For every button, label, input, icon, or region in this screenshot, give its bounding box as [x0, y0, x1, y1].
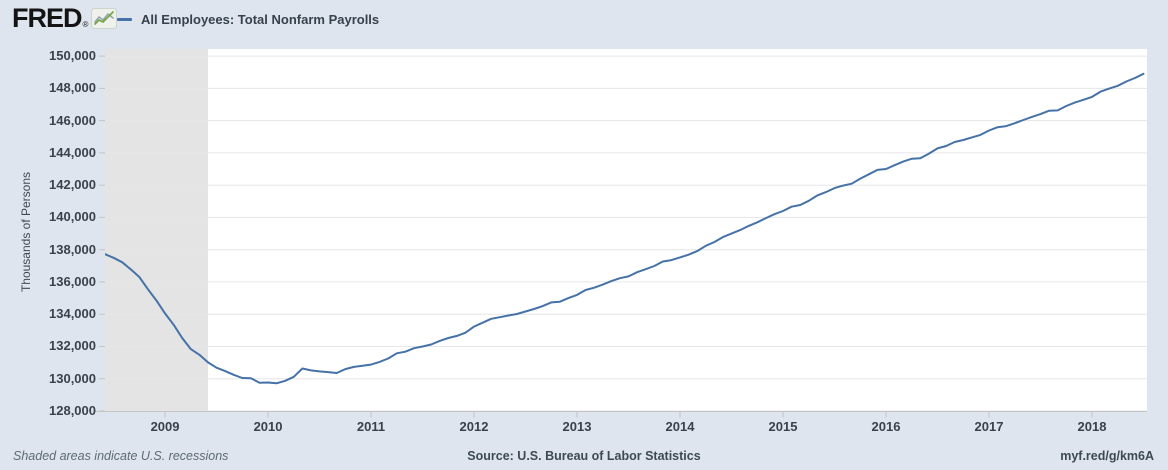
- y-tick-label: 150,000: [49, 48, 96, 64]
- payrolls-line-chart: [104, 49, 1147, 412]
- fred-logo[interactable]: FRED ®: [12, 3, 118, 33]
- x-tick-label: 2012: [459, 418, 489, 434]
- y-tick-label: 128,000: [49, 403, 96, 418]
- x-tick-label: 2015: [768, 418, 798, 434]
- x-tick-label: 2010: [253, 418, 283, 434]
- fred-sparkline-icon: [91, 7, 118, 29]
- series-line-sample: [117, 18, 132, 21]
- x-tick-label: 2013: [562, 418, 592, 434]
- y-tick-label: 144,000: [49, 144, 96, 160]
- y-tick-label: 140,000: [49, 209, 96, 225]
- y-tick-label: 138,000: [49, 241, 96, 257]
- y-tick-label: 134,000: [49, 306, 96, 322]
- y-tick-label: 146,000: [49, 112, 96, 128]
- y-tick-label: 130,000: [49, 370, 96, 386]
- fred-logo-text: FRED: [12, 3, 82, 33]
- x-tick-label: 2016: [871, 418, 901, 434]
- registered-trademark: ®: [82, 20, 89, 29]
- x-tick-label: 2014: [665, 418, 695, 434]
- x-tick-label: 2009: [150, 418, 180, 434]
- x-tick-label: 2011: [356, 418, 386, 434]
- y-tick-label: 148,000: [49, 80, 96, 96]
- x-tick-label: 2018: [1077, 418, 1107, 434]
- recession-note: Shaded areas indicate U.S. recessions: [13, 449, 229, 463]
- series-legend-label: All Employees: Total Nonfarm Payrolls: [141, 12, 380, 27]
- permalink[interactable]: myf.red/g/km6A: [1060, 449, 1154, 463]
- y-tick-label: 136,000: [49, 273, 96, 289]
- y-tick-label: 132,000: [49, 338, 96, 354]
- plot-area[interactable]: [104, 49, 1147, 412]
- chart-header: FRED ® All Employees: Total Nonfarm Payro…: [0, 0, 1168, 40]
- series-legend: All Employees: Total Nonfarm Payrolls: [117, 12, 379, 27]
- y-tick-label: 142,000: [49, 177, 96, 193]
- x-tick-label: 2017: [974, 418, 1004, 434]
